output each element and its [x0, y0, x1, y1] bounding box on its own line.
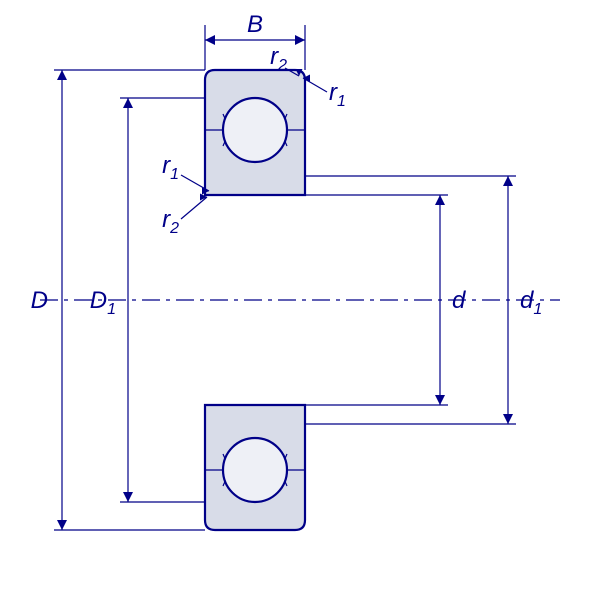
- label-r1-inner: r1: [162, 152, 179, 183]
- label-D1: D1: [90, 287, 116, 318]
- label-B: B: [247, 11, 263, 38]
- bearing-diagram: B D D1 d d1 r2 r1 r1 r2: [0, 0, 600, 600]
- label-D: D: [31, 287, 48, 314]
- label-d1: d1: [520, 287, 542, 318]
- label-d: d: [452, 287, 466, 314]
- label-r1-outer: r1: [329, 79, 346, 110]
- label-r2-outer: r2: [270, 43, 287, 74]
- label-r2-inner: r2: [162, 206, 179, 237]
